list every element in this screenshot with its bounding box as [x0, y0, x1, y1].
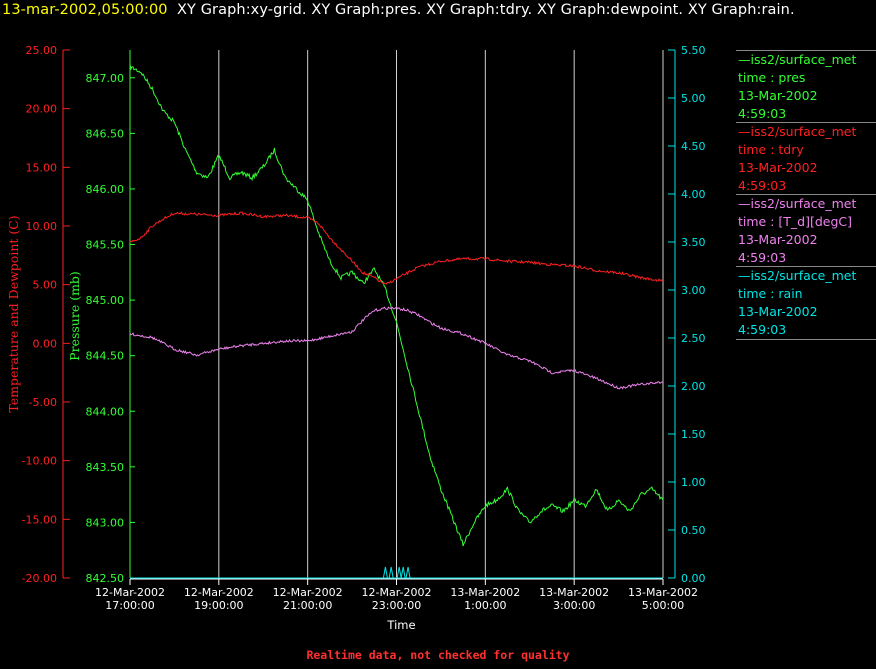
- pressure-tick-label: 847.00: [86, 72, 125, 85]
- legend-time: 4:59:03: [738, 106, 787, 121]
- timestamp: 13-mar-2002,05:00:00: [2, 2, 168, 18]
- temperature-tick-label: 5.00: [33, 279, 58, 292]
- legend-source: —iss2/surface_met: [738, 196, 857, 211]
- rain-spike: [382, 566, 388, 579]
- legend-variable: time : [T_d][degC]: [738, 214, 853, 229]
- legend-date: 13-Mar-2002: [738, 232, 818, 247]
- legend-source: —iss2/surface_met: [738, 124, 857, 139]
- temperature-tick-label: 25.00: [26, 44, 58, 57]
- legend-time: 4:59:03: [738, 322, 787, 337]
- legend-time: 4:59:03: [738, 250, 787, 265]
- time-tick-date: 12-Mar-2002: [184, 586, 254, 599]
- time-axis-label: Time: [386, 618, 415, 632]
- rain-tick-label: 5.50: [681, 44, 706, 57]
- time-tick-date: 13-Mar-2002: [628, 586, 698, 599]
- legend-entry-rain: —iss2/surface_met time : rain 13-Mar-200…: [736, 266, 876, 340]
- graph-list: XY Graph:xy-grid. XY Graph:pres. XY Grap…: [177, 2, 795, 18]
- legend-rule: [736, 266, 876, 267]
- legend-time: 4:59:03: [738, 178, 787, 193]
- legend-source: —iss2/surface_met: [738, 268, 857, 283]
- time-tick-date: 12-Mar-2002: [95, 586, 165, 599]
- xy-chart: 25.00 20.00 15.00 10.00 5.00 0.00 -5.00 -10.00 -…: [6, 44, 706, 632]
- rain-tick-label: 3.00: [681, 284, 706, 297]
- pressure-tick-label: 845.00: [86, 294, 125, 307]
- rain-tick-label: 5.00: [681, 92, 706, 105]
- chart-title-bar: 13-mar-2002,05:00:00 XY Graph:xy-grid. X…: [2, 2, 795, 18]
- pressure-tick-label: 846.00: [86, 183, 125, 196]
- time-tick-time: 1:00:00: [464, 599, 506, 612]
- pressure-series: [129, 64, 664, 547]
- time-tick-date: 13-Mar-2002: [450, 586, 520, 599]
- rain-tick-label: 2.00: [681, 380, 706, 393]
- legend-entry-dewpoint: —iss2/surface_met time : [T_d][degC] 13-…: [736, 194, 876, 267]
- legend-rule: [736, 50, 876, 51]
- legend-source: —iss2/surface_met: [738, 52, 857, 67]
- legend-rule: [736, 194, 876, 195]
- time-tick-time: 3:00:00: [553, 599, 595, 612]
- rain-tick-label: 4.00: [681, 188, 706, 201]
- temperature-series: [129, 211, 664, 285]
- legend-date: 13-Mar-2002: [738, 304, 818, 319]
- rain-tick-label: 3.50: [681, 236, 706, 249]
- time-tick-time: 21:00:00: [283, 599, 332, 612]
- legend-variable: time : pres: [738, 70, 806, 85]
- temperature-tick-label: 20.00: [26, 103, 58, 116]
- time-tick-date: 13-Mar-2002: [539, 586, 609, 599]
- legend-rule: [736, 339, 876, 340]
- rain-spike: [405, 566, 411, 579]
- pressure-tick-label: 844.00: [86, 405, 125, 418]
- legend-variable: time : tdry: [738, 142, 804, 157]
- rain-tick-label: 4.50: [681, 140, 706, 153]
- rain-spike: [388, 566, 394, 579]
- pressure-tick-label: 842.50: [86, 572, 125, 585]
- temperature-tick-label: -15.00: [22, 513, 57, 526]
- temperature-axis-label: Temperature and Dewpoint (C): [6, 215, 21, 412]
- time-tick-date: 12-Mar-2002: [273, 586, 343, 599]
- temperature-tick-label: -20.00: [22, 572, 57, 585]
- time-tick-time: 5:00:00: [642, 599, 684, 612]
- temperature-tick-label: 0.00: [33, 337, 58, 350]
- time-tick-time: 23:00:00: [372, 599, 421, 612]
- legend-date: 13-Mar-2002: [738, 160, 818, 175]
- rain-tick-label: 0.50: [681, 524, 706, 537]
- legend-date: 13-Mar-2002: [738, 88, 818, 103]
- dewpoint-series: [129, 306, 664, 390]
- pressure-tick-label: 845.50: [86, 239, 125, 252]
- time-tick-time: 17:00:00: [105, 599, 154, 612]
- rain-spike: [396, 566, 402, 579]
- pressure-tick-label: 843.50: [86, 461, 125, 474]
- legend-variable: time : rain: [738, 286, 803, 301]
- legend-entry-tdry: —iss2/surface_met time : tdry 13-Mar-200…: [736, 122, 876, 195]
- time-tick-time: 19:00:00: [194, 599, 243, 612]
- time-tick-date: 12-Mar-2002: [362, 586, 432, 599]
- temperature-tick-label: 10.00: [26, 220, 58, 233]
- pressure-axis-label: Pressure (mb): [67, 271, 82, 361]
- pressure-tick-label: 843.00: [86, 516, 125, 529]
- rain-tick-label: 1.00: [681, 476, 706, 489]
- pressure-tick-label: 844.50: [86, 350, 125, 363]
- rain-tick-label: 1.50: [681, 428, 706, 441]
- temperature-tick-label: -5.00: [29, 396, 57, 409]
- temperature-tick-label: 15.00: [26, 161, 58, 174]
- legend-rule: [736, 122, 876, 123]
- rain-tick-label: 0.00: [681, 572, 706, 585]
- temperature-tick-label: -10.00: [22, 455, 57, 468]
- rain-spike: [400, 566, 406, 579]
- rain-tick-label: 2.50: [681, 332, 706, 345]
- quality-disclaimer: Realtime data, not checked for quality: [306, 648, 570, 662]
- pressure-tick-label: 846.50: [86, 127, 125, 140]
- legend-entry-pres: —iss2/surface_met time : pres 13-Mar-200…: [736, 50, 876, 123]
